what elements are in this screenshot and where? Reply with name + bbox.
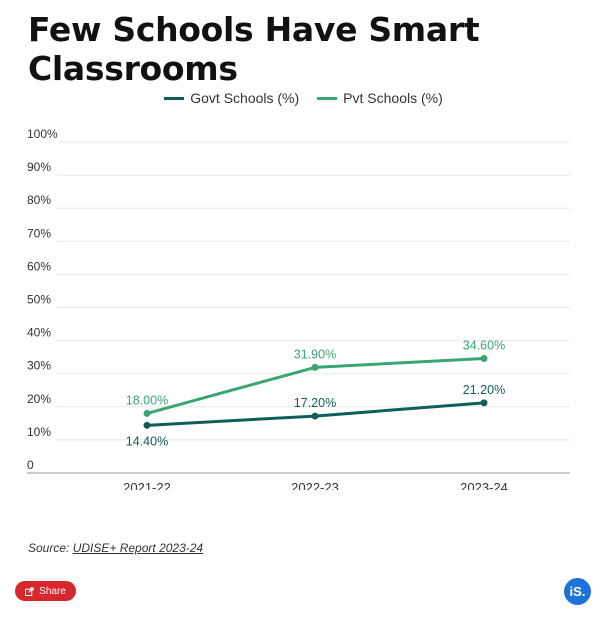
legend-item-govt: Govt Schools (%) xyxy=(164,90,299,106)
share-icon xyxy=(25,586,34,596)
source-link[interactable]: UDISE+ Report 2023-24 xyxy=(72,541,204,555)
data-label: 21.20% xyxy=(463,383,505,397)
data-point xyxy=(480,399,488,407)
data-label: 17.20% xyxy=(294,396,336,410)
legend-swatch-govt xyxy=(164,96,185,100)
data-label: 31.90% xyxy=(294,347,336,361)
y-tick-label: 80% xyxy=(27,193,51,207)
y-tick-label: 10% xyxy=(27,425,51,439)
chart-title: Few Schools Have Smart Classrooms xyxy=(28,10,480,88)
x-tick-label: 2022-23 xyxy=(291,480,339,490)
data-point xyxy=(480,354,488,362)
legend: Govt Schools (%) Pvt Schools (%) xyxy=(0,90,607,106)
x-tick-label: 2023-24 xyxy=(460,480,508,490)
data-point xyxy=(143,409,151,417)
source-note: Source: UDISE+ Report 2023-24 xyxy=(28,541,203,555)
legend-item-pvt: Pvt Schools (%) xyxy=(317,90,443,106)
share-button[interactable]: Share xyxy=(15,581,76,601)
data-point xyxy=(143,421,151,429)
source-prefix: Source: xyxy=(28,541,73,555)
share-label: Share xyxy=(39,585,66,597)
y-tick-label: 20% xyxy=(27,392,51,406)
y-tick-label: 90% xyxy=(27,160,51,174)
y-tick-label: 50% xyxy=(27,293,51,307)
data-label: 14.40% xyxy=(126,434,168,448)
y-tick-label: 70% xyxy=(27,226,51,240)
line-chart: 0 10% 20% 30% 40% 50% 60% 70% 80% 90% 100% 2021-22 2… xyxy=(27,127,570,490)
y-tick-label: 30% xyxy=(27,359,51,373)
y-tick-label: 0 xyxy=(27,458,34,472)
y-tick-label: 100% xyxy=(27,127,58,141)
legend-label-govt: Govt Schools (%) xyxy=(190,90,300,106)
data-label: 34.60% xyxy=(463,338,505,352)
legend-swatch-pvt xyxy=(317,96,338,100)
data-point xyxy=(311,363,319,371)
data-point xyxy=(311,412,319,420)
y-tick-label: 40% xyxy=(27,326,51,340)
y-tick-label: 60% xyxy=(27,259,51,273)
data-label: 18.00% xyxy=(126,393,168,407)
brand-logo[interactable]: iS. xyxy=(564,578,591,605)
legend-label-pvt: Pvt Schools (%) xyxy=(343,90,443,106)
x-tick-label: 2021-22 xyxy=(123,480,171,490)
